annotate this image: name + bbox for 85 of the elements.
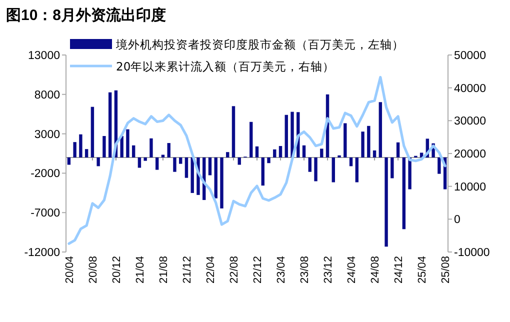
bar [396,142,400,158]
bar [390,157,394,178]
bar [150,138,153,158]
bar [284,114,288,158]
bar [320,148,324,158]
bar [355,157,359,182]
y-tick-label: -7000 [30,208,60,220]
bar [73,142,76,158]
bar [102,136,106,158]
bar [408,157,412,190]
bar [220,157,224,208]
bar [90,106,94,158]
y-tick-label: 13000 [28,50,60,62]
x-tick-label: 23/04 [276,256,288,284]
y-tick-label: 8000 [34,89,60,102]
y-tick-label: -2000 [30,168,60,180]
bar [402,157,406,230]
x-tick-label: 20/04 [64,256,76,284]
x-tick-label: 20/12 [110,256,123,284]
bar [167,143,170,158]
bar [438,157,441,174]
y2-tick-label: 0 [454,214,460,226]
bar [184,157,188,178]
bar [108,92,112,158]
bar [290,112,294,158]
bar [120,136,124,158]
legend-label: 境外机构投资者投资印度股市金额（百万美元，左轴） [115,38,404,52]
bar [126,129,130,158]
bar [384,157,388,247]
y2-tick-label: 30000 [454,116,486,128]
bar [261,157,264,186]
bar [179,157,182,164]
bar [378,102,382,158]
x-tick-label: 23/12 [322,256,335,284]
bar [267,157,270,164]
bar [226,152,230,158]
y2-tick-label: 20000 [454,148,486,160]
bar [173,157,176,172]
x-tick-label: 24/08 [370,256,382,284]
bar [332,157,335,182]
x-tick-label: 23/08 [299,256,312,284]
y2-tick-label: 40000 [454,82,486,95]
bar [67,157,71,165]
bar [238,157,241,165]
bar [367,126,370,158]
bar [84,149,88,158]
legend-label: 20年以来累计流入额（百万美元，右轴） [116,60,335,74]
y-tick-label: 3000 [34,128,60,141]
x-tick-label: 24/04 [346,256,358,284]
x-tick-label: 22/04 [204,256,217,284]
x-tick-label: 24/12 [393,256,406,284]
bar [349,157,353,166]
bar [155,157,159,170]
bar [344,123,347,158]
bar [138,157,142,168]
bar [273,149,276,158]
x-tick-label: 25/08 [440,256,452,284]
x-tick-label: 21/08 [158,256,170,284]
bar [232,106,236,158]
x-tick-label: 25/04 [416,256,429,284]
x-tick-label: 22/08 [228,256,240,284]
x-tick-label: 20/08 [87,256,100,284]
bar [314,157,318,182]
bar [96,157,100,166]
bar [214,157,218,198]
y-tick-label: -12000 [24,247,60,259]
x-tick-label: 21/12 [181,256,194,284]
y2-tick-label: -10000 [454,247,490,259]
bar [302,145,306,158]
bar [144,157,147,161]
bar [278,146,282,158]
y2-tick-label: 10000 [454,181,486,194]
bar [208,157,212,176]
chart-title: 图10：8月外资流出印度 [6,6,166,24]
bar [250,122,253,158]
x-tick-label: 22/12 [252,256,264,284]
bar [79,134,82,158]
y2-tick-label: 50000 [454,50,486,62]
bar [255,146,259,158]
line-series [68,76,446,245]
bar [361,132,364,158]
x-tick-label: 21/04 [134,256,146,284]
bar [308,157,312,172]
bar [132,145,136,158]
bar [372,150,376,158]
